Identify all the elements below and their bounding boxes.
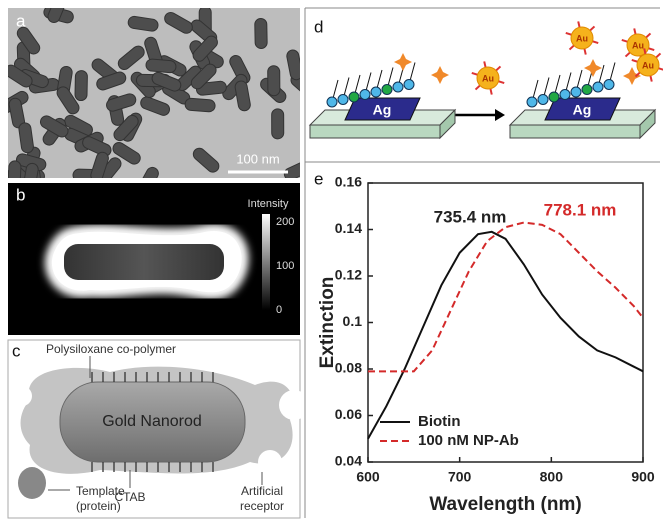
series-line xyxy=(368,223,643,372)
molecule xyxy=(527,97,537,107)
y-tick-label: 0.1 xyxy=(343,313,363,329)
silver-label: Ag xyxy=(373,102,392,118)
y-tick-label: 0.08 xyxy=(335,360,362,376)
molecule xyxy=(382,85,392,95)
colorbar-tick: 200 xyxy=(276,216,294,228)
x-tick-label: 700 xyxy=(448,469,472,485)
receptor-label: receptor xyxy=(240,499,284,513)
template xyxy=(18,467,46,499)
x-axis-label: Wavelength (nm) xyxy=(429,494,581,515)
biotin xyxy=(584,59,602,77)
figure: a 100 nm b Intensity 200 100 0 c Polysilox… xyxy=(0,0,663,523)
scale-bar-label: 100 nm xyxy=(236,151,279,166)
panel-label: e xyxy=(314,169,323,188)
ctab-label: CTAB xyxy=(114,490,145,504)
rod-core xyxy=(64,244,224,280)
molecule xyxy=(549,92,559,102)
molecule xyxy=(593,82,603,92)
molecule xyxy=(538,95,548,105)
x-tick-label: 600 xyxy=(356,469,380,485)
substrate-side xyxy=(310,125,440,138)
annotation: 735.4 nm xyxy=(434,207,507,226)
x-tick-label: 900 xyxy=(631,469,655,485)
molecule xyxy=(582,85,592,95)
panel-label: c xyxy=(12,341,21,360)
molecule xyxy=(604,80,614,90)
gold-label: Au xyxy=(576,33,588,43)
panel-label: a xyxy=(16,11,26,30)
panel-a: a 100 nm xyxy=(0,0,319,197)
gold-label: Au xyxy=(642,60,654,70)
x-tick-label: 800 xyxy=(540,469,564,485)
cavity xyxy=(258,450,282,474)
panel-c: c Polysiloxane co-polymer Gold Nanorod T… xyxy=(8,340,309,518)
polymer-label: Polysiloxane co-polymer xyxy=(46,342,176,356)
molecule xyxy=(327,97,337,107)
biotin xyxy=(394,53,412,71)
nanorod xyxy=(75,70,88,100)
panel-label: d xyxy=(314,17,323,36)
panel-e: e 0.04 0.06 0.08 0.1 0.12 0.14 0.16 600 700 800 90… xyxy=(314,169,655,515)
nanorod xyxy=(272,109,284,139)
molecule xyxy=(349,92,359,102)
annotation: 778.1 nm xyxy=(544,200,617,219)
molecule xyxy=(560,90,570,100)
y-axis-label: Extinction xyxy=(317,277,338,369)
receptor-label: Artificial xyxy=(241,484,283,498)
biotin xyxy=(431,66,449,84)
y-tick-label: 0.14 xyxy=(335,220,362,236)
nanorod xyxy=(268,66,280,96)
substrate-side xyxy=(510,125,640,138)
nanorod xyxy=(255,18,268,48)
molecule xyxy=(571,87,581,97)
series-line xyxy=(368,232,643,439)
molecule xyxy=(393,82,403,92)
arrow-head xyxy=(495,109,505,121)
colorbar-tick: 100 xyxy=(276,260,294,272)
panel-label: b xyxy=(16,185,25,204)
nanorod xyxy=(185,98,216,112)
cavity xyxy=(12,386,32,406)
gold-label: Au xyxy=(632,40,644,50)
silver-label: Ag xyxy=(573,102,592,118)
rod-label: Gold Nanorod xyxy=(102,413,202,430)
molecule xyxy=(371,87,381,97)
colorbar-tick: 0 xyxy=(276,304,282,316)
y-tick-label: 0.06 xyxy=(335,406,362,422)
molecule xyxy=(338,95,348,105)
gold-label: Au xyxy=(482,73,494,83)
colorbar xyxy=(262,214,270,310)
molecule xyxy=(360,90,370,100)
y-tick-label: 0.04 xyxy=(335,453,362,469)
nanorod xyxy=(146,59,177,74)
colorbar-title: Intensity xyxy=(248,198,289,210)
y-tick-label: 0.16 xyxy=(335,174,362,190)
molecule xyxy=(404,80,414,90)
legend-label: 100 nM NP-Ab xyxy=(418,432,519,449)
legend-label: Biotin xyxy=(418,413,461,430)
panel-b: b Intensity 200 100 0 xyxy=(8,183,300,335)
y-tick-label: 0.12 xyxy=(335,267,362,283)
